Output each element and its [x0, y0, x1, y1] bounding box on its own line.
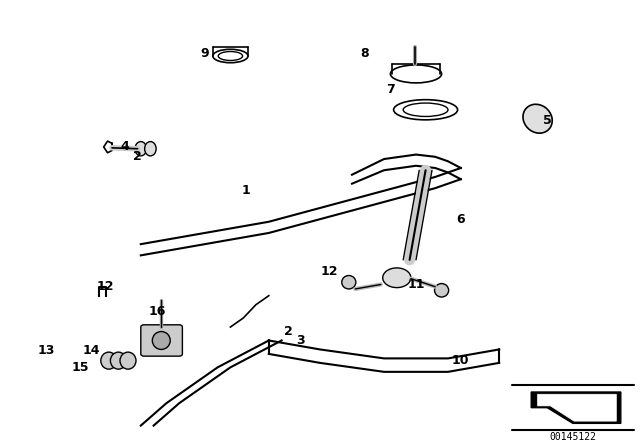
Text: 3: 3 [296, 334, 305, 347]
Text: 15: 15 [71, 361, 89, 374]
Ellipse shape [120, 352, 136, 369]
Text: 8: 8 [360, 47, 369, 60]
Ellipse shape [101, 352, 117, 369]
Text: 6: 6 [456, 213, 465, 226]
Text: 4: 4 [120, 140, 129, 154]
Ellipse shape [342, 276, 356, 289]
Text: 12: 12 [97, 280, 115, 293]
Ellipse shape [435, 284, 449, 297]
Text: 11: 11 [407, 278, 425, 291]
Text: 7: 7 [386, 83, 395, 96]
Text: 2: 2 [133, 150, 142, 164]
Text: 13: 13 [37, 344, 55, 357]
Text: 14: 14 [82, 344, 100, 357]
Ellipse shape [110, 352, 127, 369]
Text: 16: 16 [148, 305, 166, 318]
Polygon shape [531, 392, 621, 423]
Ellipse shape [523, 104, 552, 133]
Text: 1: 1 [242, 184, 251, 197]
Circle shape [383, 268, 411, 288]
Text: 9: 9 [200, 47, 209, 60]
FancyBboxPatch shape [141, 325, 182, 356]
Ellipse shape [145, 142, 156, 156]
Polygon shape [538, 394, 616, 421]
Ellipse shape [135, 142, 147, 156]
Text: 12: 12 [321, 264, 339, 278]
Text: 5: 5 [543, 114, 552, 128]
Text: 10: 10 [452, 354, 470, 367]
Text: 00145122: 00145122 [549, 432, 596, 442]
Ellipse shape [152, 332, 170, 349]
Text: 2: 2 [284, 325, 292, 338]
